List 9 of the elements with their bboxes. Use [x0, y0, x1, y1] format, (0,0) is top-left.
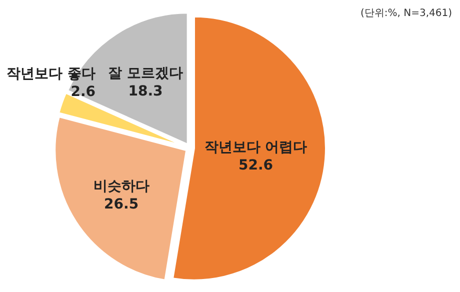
data-label: 2.6 — [70, 84, 96, 100]
text: (단위:%, N=3,461) — [360, 8, 452, 19]
slice-label: 작년보다 어렵다 — [204, 139, 308, 156]
data-label: 52.6 — [238, 157, 274, 174]
data-label: 18.3 — [128, 83, 163, 100]
data-label: 26.5 — [104, 196, 139, 212]
slice-label: 잘 모르겠다 — [108, 65, 183, 82]
slice-label: 비슷하다 — [93, 178, 150, 194]
slice-label: 작년보다 좋다 — [6, 66, 96, 82]
